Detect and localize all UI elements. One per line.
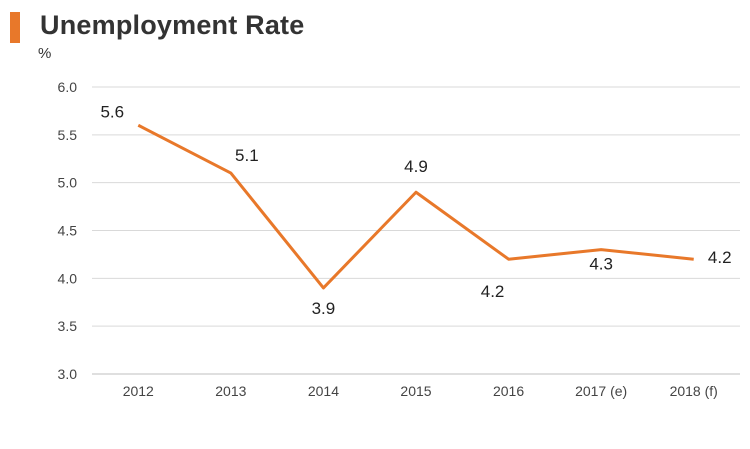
data-label: 3.9 [312, 299, 336, 318]
data-label: 5.1 [235, 146, 259, 165]
data-labels: 5.6 5.1 3.9 4.9 4.2 4.3 4.2 [100, 102, 731, 318]
y-tick-label: 5.0 [58, 175, 78, 191]
x-axis-ticks: 2012 2013 2014 2015 2016 2017 (e) 2018 (f) [123, 383, 718, 399]
x-tick-label: 2012 [123, 383, 154, 399]
data-label: 4.2 [708, 248, 732, 267]
grid-lines [92, 86, 740, 375]
y-axis-unit: % [38, 45, 52, 62]
y-tick-label: 4.5 [58, 223, 78, 239]
x-tick-label: 2015 [400, 383, 431, 399]
x-tick-label: 2014 [308, 383, 339, 399]
y-tick-label: 3.0 [58, 366, 78, 382]
x-tick-label: 2013 [215, 383, 246, 399]
chart-title: Unemployment Rate [40, 10, 305, 40]
title-accent-bar [10, 12, 20, 43]
y-tick-label: 6.0 [58, 79, 78, 95]
y-tick-label: 4.0 [58, 270, 78, 286]
y-tick-label: 3.5 [58, 318, 78, 334]
data-label: 4.3 [589, 255, 613, 274]
x-tick-label: 2018 (f) [670, 383, 718, 399]
series-group [137, 123, 694, 290]
data-label: 4.9 [404, 157, 428, 176]
x-tick-label: 2016 [493, 383, 524, 399]
data-label: 5.6 [100, 102, 124, 121]
y-axis-ticks: 3.0 3.5 4.0 4.5 5.0 5.5 6.0 [58, 79, 78, 382]
x-tick-label: 2017 (e) [575, 383, 627, 399]
y-tick-label: 5.5 [58, 127, 78, 143]
data-label: 4.2 [481, 282, 505, 301]
